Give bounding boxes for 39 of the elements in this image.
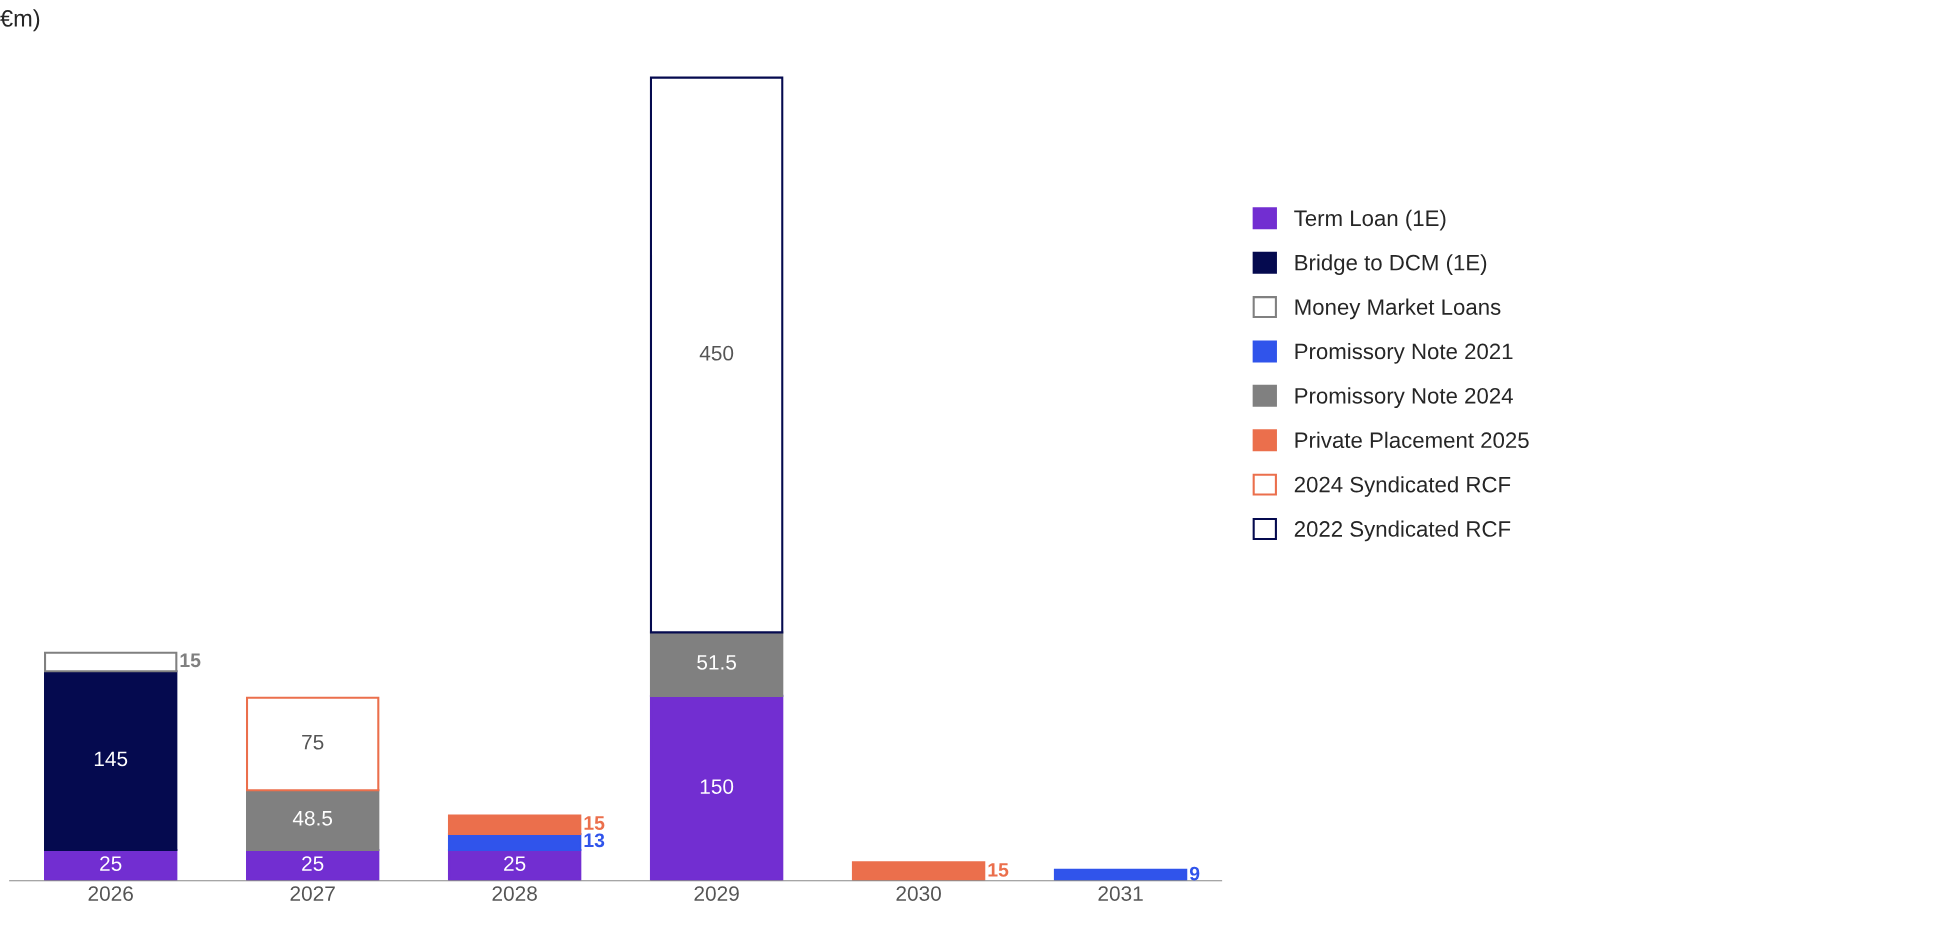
data-label: 13 <box>584 833 605 848</box>
data-label: 51.5 <box>697 655 737 670</box>
legend-label: Bridge to DCM (1E) <box>1295 254 1487 275</box>
x-tick-label: 2026 <box>88 886 133 901</box>
data-label: 9 <box>1189 866 1200 881</box>
data-label: 145 <box>94 751 128 767</box>
bar <box>447 814 582 835</box>
x-tick-label: 2028 <box>492 886 537 901</box>
bar <box>44 651 178 673</box>
data-label: 25 <box>302 856 324 871</box>
bar <box>649 631 784 697</box>
bar <box>1053 868 1188 881</box>
legend-label: Money Market Loans <box>1295 298 1501 320</box>
bar <box>649 694 784 881</box>
x-tick-label: 2027 <box>290 886 335 901</box>
bar <box>245 789 380 851</box>
data-label: 150 <box>700 779 734 794</box>
legend-label: 2024 Syndicated RCF <box>1294 476 1511 497</box>
legend-label: Term Loan (1E) <box>1294 209 1446 231</box>
x-tick-label: 2029 <box>694 886 739 901</box>
chart-title: €m) <box>0 9 40 32</box>
bar <box>851 861 986 881</box>
x-tick-label: 2030 <box>896 886 941 901</box>
data-label: 25 <box>100 856 122 871</box>
legend-label: 2022 Syndicated RCF <box>1294 520 1511 542</box>
bar <box>649 76 784 634</box>
data-label: 48.5 <box>292 810 333 826</box>
data-label: 75 <box>302 735 324 750</box>
x-tick-label: 2031 <box>1098 886 1143 901</box>
bar <box>44 670 178 851</box>
legend-label: Promissory Note 2024 <box>1295 387 1513 409</box>
data-label: 15 <box>180 653 201 668</box>
data-label: 450 <box>699 345 734 361</box>
data-label: 15 <box>988 863 1009 877</box>
data-label: 25 <box>504 856 526 871</box>
bar <box>245 696 380 792</box>
legend-label: Private Placement 2025 <box>1295 431 1529 449</box>
legend-label: Promissory Note 2021 <box>1295 342 1513 364</box>
data-label: 15 <box>584 816 605 830</box>
